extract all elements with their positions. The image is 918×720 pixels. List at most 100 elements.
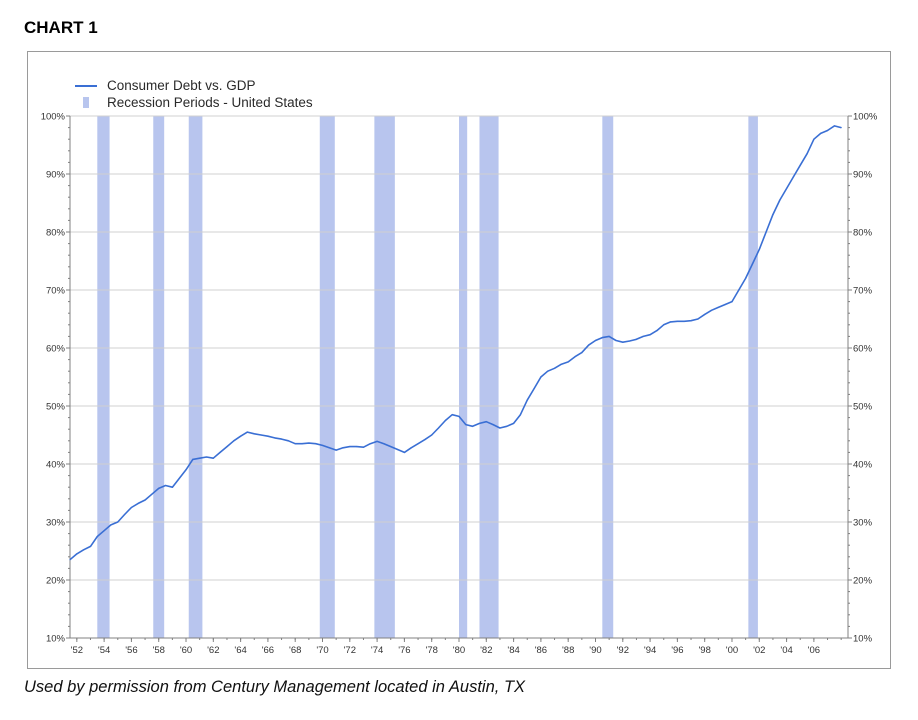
data-point bbox=[219, 451, 221, 453]
legend-label-debt: Consumer Debt vs. GDP bbox=[107, 78, 256, 93]
data-point bbox=[758, 248, 760, 250]
data-point bbox=[390, 446, 392, 448]
recession-band bbox=[748, 116, 758, 638]
data-point bbox=[212, 457, 214, 459]
data-point bbox=[130, 506, 133, 509]
data-point bbox=[512, 422, 515, 424]
recession-band bbox=[374, 116, 395, 638]
recession-band bbox=[97, 116, 110, 638]
y-tick-label-left: 20% bbox=[46, 576, 66, 587]
y-tick-label-left: 30% bbox=[46, 518, 66, 529]
data-point bbox=[315, 443, 317, 445]
data-point bbox=[103, 530, 105, 532]
chart-frame: 10% 10% 20% 20% 30% 30% 40% 40% 50% 50% 60% 60% 70% 7… bbox=[27, 51, 891, 669]
legend-recession-swatch bbox=[83, 97, 89, 108]
data-point bbox=[376, 440, 378, 442]
x-tick-label: '72 bbox=[344, 645, 356, 656]
data-point bbox=[690, 320, 692, 322]
data-point bbox=[574, 356, 576, 358]
x-tick-label: '78 bbox=[426, 645, 438, 656]
y-tick-label-left: 40% bbox=[46, 460, 66, 471]
data-point bbox=[799, 164, 801, 166]
data-point bbox=[588, 344, 590, 346]
data-point bbox=[321, 444, 324, 447]
x-tick-label: '82 bbox=[480, 645, 492, 656]
recession-band bbox=[479, 116, 499, 638]
data-point bbox=[83, 549, 85, 551]
data-point bbox=[335, 449, 337, 451]
data-point bbox=[785, 187, 788, 190]
data-point bbox=[820, 132, 822, 134]
x-tick-label: '06 bbox=[808, 645, 820, 656]
legend-item-debt: Consumer Debt vs. GDP bbox=[75, 77, 313, 94]
data-point bbox=[137, 502, 139, 505]
data-point bbox=[144, 499, 146, 501]
data-point bbox=[294, 443, 296, 445]
x-tick-label: '54 bbox=[98, 645, 110, 656]
data-point bbox=[89, 545, 92, 547]
y-tick-label-right: 80% bbox=[853, 228, 873, 239]
data-point bbox=[567, 361, 569, 363]
x-tick-label: '04 bbox=[780, 645, 792, 656]
x-tick-label: '86 bbox=[535, 645, 547, 656]
y-tick-label-right: 40% bbox=[853, 460, 873, 471]
x-tick-label: '00 bbox=[726, 645, 738, 656]
data-point bbox=[642, 335, 644, 337]
data-point bbox=[396, 448, 399, 451]
y-tick-label-right: 70% bbox=[853, 286, 873, 297]
data-point bbox=[826, 129, 829, 132]
data-point bbox=[649, 334, 651, 336]
data-point bbox=[710, 309, 713, 311]
data-point bbox=[342, 447, 344, 449]
y-tick-label-right: 100% bbox=[853, 112, 878, 123]
y-tick-label-right: 50% bbox=[853, 402, 873, 413]
y-tick-label-right: 30% bbox=[853, 518, 873, 529]
y-tick-label-left: 60% bbox=[46, 344, 66, 355]
x-tick-label: '90 bbox=[589, 645, 601, 656]
chart-header-label: CHART 1 bbox=[24, 18, 98, 37]
x-tick-label: '56 bbox=[125, 645, 137, 656]
data-point bbox=[540, 376, 542, 378]
chart-legend: Consumer Debt vs. GDP Recession Periods … bbox=[75, 77, 313, 111]
data-point bbox=[403, 451, 406, 453]
data-point bbox=[274, 437, 276, 439]
data-point bbox=[704, 313, 706, 315]
x-tick-label: '76 bbox=[398, 645, 410, 656]
data-point bbox=[410, 447, 412, 449]
data-point bbox=[478, 422, 481, 424]
data-point bbox=[356, 446, 358, 448]
data-point bbox=[663, 324, 665, 326]
data-point bbox=[601, 336, 603, 339]
x-tick-label: '70 bbox=[316, 645, 328, 656]
data-point bbox=[158, 487, 160, 489]
data-point bbox=[683, 320, 685, 322]
data-point bbox=[506, 425, 508, 427]
data-point bbox=[806, 153, 808, 155]
data-point bbox=[96, 535, 98, 538]
data-point bbox=[745, 277, 747, 279]
data-point bbox=[560, 363, 562, 365]
legend-item-recession: Recession Periods - United States bbox=[75, 94, 313, 111]
data-point bbox=[656, 330, 658, 332]
data-point bbox=[519, 414, 522, 416]
data-point bbox=[669, 321, 672, 323]
data-point bbox=[553, 367, 556, 369]
data-point bbox=[226, 446, 228, 448]
data-point bbox=[267, 435, 269, 437]
data-point bbox=[164, 484, 167, 487]
x-tick-label: '52 bbox=[71, 645, 83, 656]
data-point bbox=[472, 425, 474, 427]
data-point bbox=[444, 419, 446, 422]
data-point bbox=[615, 339, 617, 342]
y-tick-label-left: 90% bbox=[46, 170, 66, 181]
data-point bbox=[383, 443, 385, 445]
data-point bbox=[110, 524, 112, 526]
data-point bbox=[192, 458, 194, 460]
data-point bbox=[328, 447, 330, 449]
x-tick-label: '88 bbox=[562, 645, 574, 656]
x-tick-label: '98 bbox=[698, 645, 710, 656]
data-point bbox=[724, 303, 726, 306]
data-point bbox=[594, 339, 597, 342]
data-point bbox=[499, 427, 501, 429]
y-tick-label-left: 70% bbox=[46, 286, 66, 297]
